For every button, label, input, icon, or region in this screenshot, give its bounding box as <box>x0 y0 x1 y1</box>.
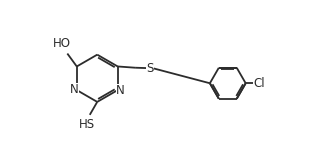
Text: N: N <box>70 83 79 96</box>
Text: Cl: Cl <box>254 77 265 90</box>
Text: HO: HO <box>53 37 71 50</box>
Text: N: N <box>116 84 125 97</box>
Text: HS: HS <box>79 118 95 131</box>
Text: S: S <box>146 62 154 75</box>
